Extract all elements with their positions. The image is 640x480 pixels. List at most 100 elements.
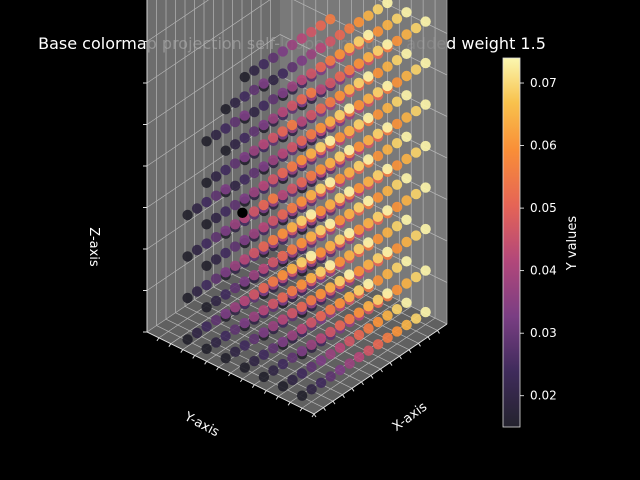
scatter-point bbox=[220, 145, 231, 156]
grid-line bbox=[266, 300, 400, 391]
scatter-point bbox=[267, 132, 279, 143]
scatter-point bbox=[230, 346, 241, 357]
scatter-point bbox=[286, 161, 298, 172]
y-tick bbox=[228, 372, 231, 377]
scatter-point bbox=[334, 173, 345, 184]
scatter-point bbox=[268, 52, 279, 63]
scatter-point bbox=[306, 317, 317, 328]
scatter-point bbox=[334, 215, 345, 226]
scatter-point bbox=[324, 177, 336, 188]
colorbar-tick-label: 0.07 bbox=[530, 76, 557, 90]
scatter-point bbox=[306, 49, 317, 60]
scatter-point bbox=[249, 333, 260, 345]
scatter-point bbox=[249, 126, 260, 137]
scatter-point bbox=[382, 310, 393, 321]
scatter-point bbox=[353, 329, 365, 341]
scatter-point bbox=[372, 109, 384, 120]
scatter-point bbox=[324, 260, 336, 271]
scatter-point bbox=[344, 336, 355, 347]
scatter-point bbox=[182, 292, 193, 304]
scatter-point bbox=[296, 74, 307, 86]
scatter-point bbox=[391, 55, 403, 66]
scatter-point bbox=[287, 61, 298, 73]
scatter-point bbox=[382, 39, 393, 50]
scatter-point bbox=[315, 247, 326, 258]
scatter-point bbox=[325, 240, 336, 252]
scatter-point bbox=[315, 103, 326, 114]
scatter-point bbox=[353, 307, 365, 318]
scatter-point bbox=[363, 259, 374, 270]
scatter-point bbox=[258, 119, 269, 131]
scatter-point bbox=[229, 241, 241, 252]
scatter-point bbox=[363, 278, 374, 290]
scatter-point bbox=[258, 222, 269, 233]
scatter-point bbox=[258, 305, 269, 316]
scatter-point bbox=[239, 317, 250, 329]
scatter-point bbox=[258, 161, 269, 172]
scatter-point bbox=[239, 193, 250, 204]
scatter-point bbox=[305, 209, 317, 220]
scatter-point bbox=[401, 297, 412, 308]
scatter-point bbox=[325, 349, 336, 360]
scatter-point bbox=[248, 289, 260, 300]
scatter-point bbox=[391, 201, 403, 213]
scatter-point bbox=[324, 218, 336, 229]
x-tick bbox=[342, 394, 345, 398]
scatter-point bbox=[363, 323, 374, 334]
scatter-point bbox=[286, 244, 298, 255]
scatter-point bbox=[258, 100, 269, 111]
scatter-point bbox=[182, 251, 193, 262]
grid-line bbox=[278, 306, 412, 397]
outlier-point bbox=[237, 207, 248, 219]
scatter-point bbox=[210, 337, 222, 348]
scatter-point bbox=[230, 139, 241, 150]
scatter-point bbox=[258, 241, 269, 252]
scatter-point bbox=[334, 192, 345, 204]
scatter-point bbox=[315, 355, 327, 366]
scatter-point bbox=[315, 164, 326, 175]
scatter-point bbox=[286, 202, 298, 214]
scatter-point bbox=[306, 295, 317, 306]
scatter-point bbox=[382, 144, 393, 155]
scatter-point bbox=[353, 224, 365, 235]
scatter-point bbox=[420, 223, 431, 235]
scatter-point bbox=[344, 23, 355, 34]
scatter-point bbox=[229, 158, 241, 169]
scatter-point bbox=[334, 275, 345, 287]
scatter-point bbox=[258, 199, 269, 211]
scatter-point bbox=[353, 100, 365, 111]
scatter-point bbox=[334, 364, 346, 376]
x-tick bbox=[418, 343, 421, 347]
scatter-point bbox=[353, 266, 365, 277]
colorbar-gradient bbox=[502, 57, 521, 428]
scatter-point bbox=[220, 123, 231, 134]
scatter-point bbox=[268, 343, 279, 354]
scatter-point bbox=[296, 135, 307, 146]
scatter-point bbox=[220, 225, 231, 236]
scatter-point bbox=[315, 288, 326, 300]
scatter-point bbox=[420, 182, 431, 193]
scatter-point bbox=[334, 298, 345, 309]
scatter-point bbox=[315, 183, 326, 194]
scatter-point bbox=[258, 78, 269, 89]
scatter-point bbox=[353, 183, 365, 194]
scatter-point bbox=[420, 57, 431, 69]
scatter-point bbox=[382, 61, 393, 72]
scatter-point bbox=[344, 269, 355, 280]
scatter-point bbox=[229, 260, 241, 271]
scatter-point bbox=[210, 232, 222, 243]
scatter-point bbox=[344, 291, 355, 303]
scatter-point bbox=[344, 186, 355, 197]
scatter-point bbox=[410, 105, 422, 117]
scatter-point bbox=[220, 289, 231, 300]
scatter-point bbox=[334, 90, 345, 102]
scatter-point bbox=[296, 279, 307, 290]
scatter-point bbox=[249, 355, 260, 367]
scatter-point bbox=[267, 298, 279, 309]
scatter-point bbox=[220, 206, 231, 217]
y-tick bbox=[263, 390, 267, 394]
grid-line bbox=[146, 34, 281, 125]
scatter-point bbox=[382, 102, 393, 114]
x-tick bbox=[370, 375, 374, 379]
scatter-point bbox=[248, 311, 260, 322]
